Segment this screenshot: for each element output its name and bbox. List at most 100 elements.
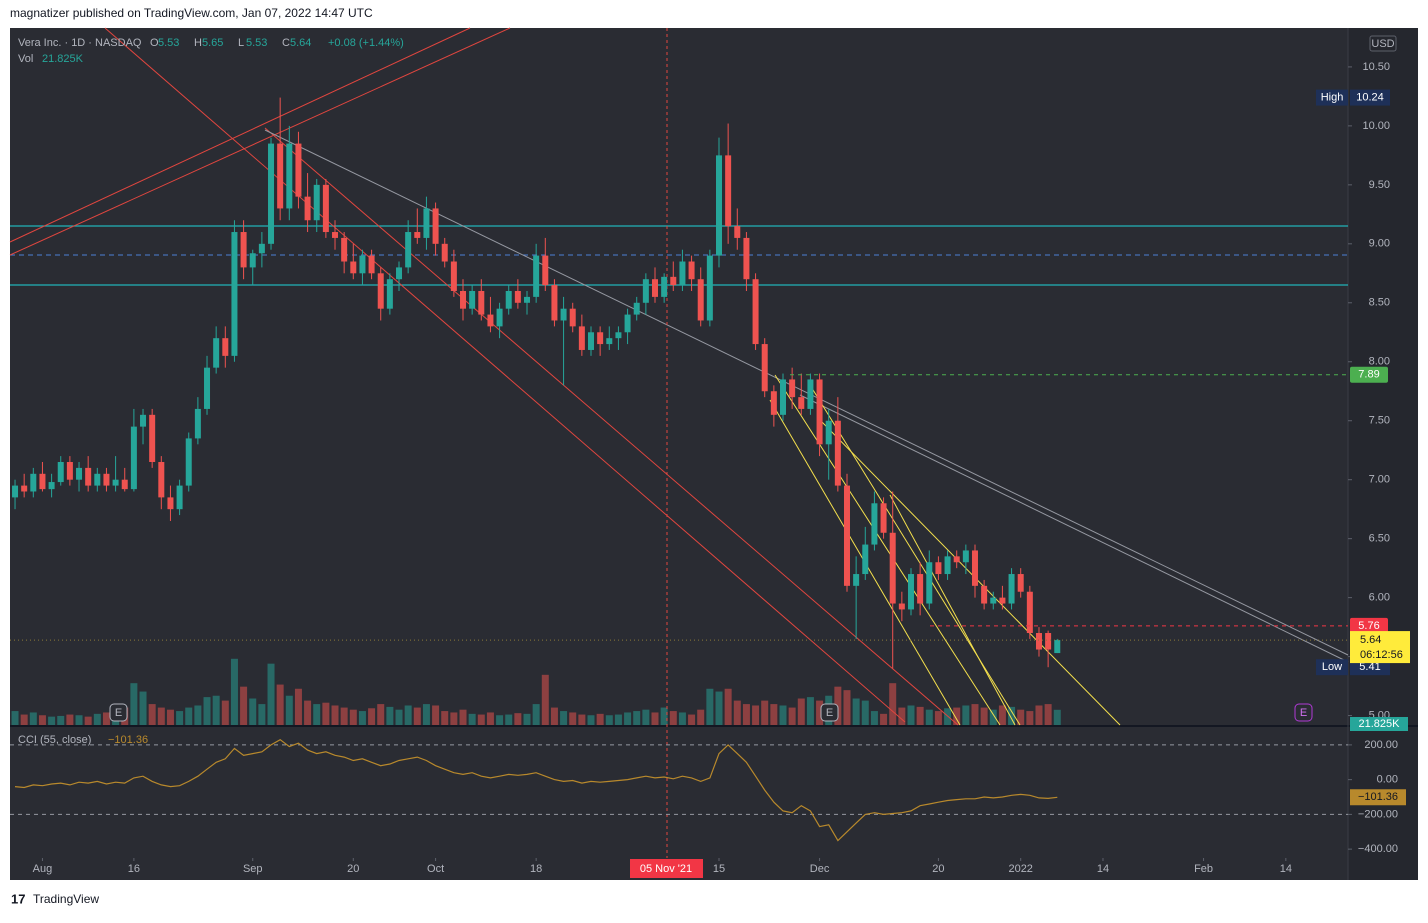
candle-body	[569, 308, 576, 327]
candle-body	[85, 467, 92, 486]
drawings	[9, 27, 1349, 858]
volume-bar	[578, 714, 586, 725]
volume-bar	[194, 705, 202, 725]
volume-layer	[11, 658, 1061, 725]
volume-bar	[532, 704, 540, 725]
candle-body	[752, 279, 759, 345]
candle-body	[450, 261, 457, 291]
candle-body	[981, 585, 988, 604]
candle-layer	[12, 97, 1061, 669]
candle-body	[898, 603, 905, 610]
event-label: E	[826, 707, 833, 719]
volume-bar	[468, 713, 476, 725]
ohlc-value: 5.53	[246, 37, 267, 49]
candle-body	[66, 462, 73, 480]
candle-body	[770, 391, 777, 415]
volume-bar	[898, 707, 906, 725]
candle-body	[76, 467, 83, 480]
candle-body	[578, 326, 585, 350]
candle-body	[706, 255, 713, 321]
ohlc-key: O	[150, 37, 159, 49]
candle-body	[295, 143, 302, 197]
volume-bar	[386, 706, 394, 725]
candle-body	[926, 562, 933, 604]
candle-body	[661, 276, 668, 297]
earnings-event[interactable]: E	[820, 703, 839, 722]
volume-bar	[889, 683, 897, 725]
candle-body	[423, 208, 430, 238]
brand-logo: 17	[11, 891, 25, 906]
volume-bar	[907, 705, 915, 725]
x-tick-label: 16	[128, 863, 140, 875]
volume-bar	[633, 711, 641, 725]
y-tick-label: −200.00	[1358, 808, 1398, 820]
volume-bar	[450, 712, 458, 725]
candle-body	[204, 367, 211, 409]
low-value-box	[1350, 659, 1390, 676]
volume-bar	[980, 707, 988, 725]
volume-bar	[779, 705, 787, 725]
ohlc-key: L	[238, 37, 244, 49]
volume-bar	[614, 714, 622, 725]
x-tick-label: Sep	[243, 863, 263, 875]
volume-bar	[422, 704, 430, 725]
x-tick-label: 14	[1097, 863, 1109, 875]
ohlc-key: H	[194, 37, 202, 49]
candle-body	[588, 332, 595, 350]
volume-bar	[48, 716, 56, 725]
volume-bar	[294, 688, 302, 725]
volume-bar	[75, 715, 83, 725]
candle-body	[834, 420, 841, 486]
volume-bar	[550, 707, 558, 725]
volume-bar	[678, 712, 686, 725]
publish-note: magnatizer published on TradingView.com,…	[10, 6, 373, 20]
candle-body	[249, 253, 256, 268]
candle-body	[606, 338, 613, 345]
earnings-event[interactable]: E	[109, 703, 128, 722]
candle-body	[487, 314, 494, 327]
candle-body	[112, 479, 119, 486]
volume-bar	[486, 712, 494, 725]
candle-body	[377, 273, 384, 309]
x-tick-label: 20	[347, 863, 359, 875]
candle-body	[1054, 640, 1061, 654]
candle-body	[414, 232, 421, 238]
candle-body	[213, 338, 220, 368]
countdown: 06:12:56	[1360, 649, 1403, 661]
candle-body	[880, 503, 887, 533]
change: +0.08 (+1.44%)	[328, 37, 404, 49]
candle-body	[268, 143, 275, 244]
candle-body	[953, 556, 960, 563]
candle-body	[843, 485, 850, 586]
candle-body	[935, 562, 942, 575]
candle-body	[962, 550, 969, 563]
candle-body	[368, 255, 375, 274]
candle-body	[990, 597, 997, 604]
volume-bar	[1053, 709, 1061, 725]
volume-bar	[934, 711, 942, 725]
y-tick-label: 9.50	[1369, 179, 1390, 191]
candle-body	[194, 408, 201, 439]
volume-bar	[203, 697, 211, 725]
candle-body	[386, 279, 393, 309]
y-tick-label: 7.00	[1369, 474, 1390, 486]
x-tick-label: Dec	[810, 863, 830, 875]
candle-body	[551, 285, 558, 321]
candle-body	[158, 462, 165, 498]
candle-body	[140, 414, 147, 427]
candle-body	[240, 232, 247, 268]
volume-bar	[1026, 711, 1034, 725]
earnings-event[interactable]: E	[1294, 703, 1313, 722]
volume-bar	[276, 684, 284, 725]
candle-body	[304, 196, 311, 221]
volume-bar	[660, 707, 668, 725]
candle-body	[12, 485, 19, 498]
volume-bar	[560, 711, 568, 725]
volume-bar	[441, 711, 449, 725]
brand: TradingView	[33, 892, 99, 906]
candle-body	[332, 232, 339, 238]
y-tick-label: −400.00	[1358, 843, 1398, 855]
volume-bar	[669, 711, 677, 725]
volume-bar	[706, 688, 714, 725]
level-value: 5.76	[1358, 620, 1379, 632]
